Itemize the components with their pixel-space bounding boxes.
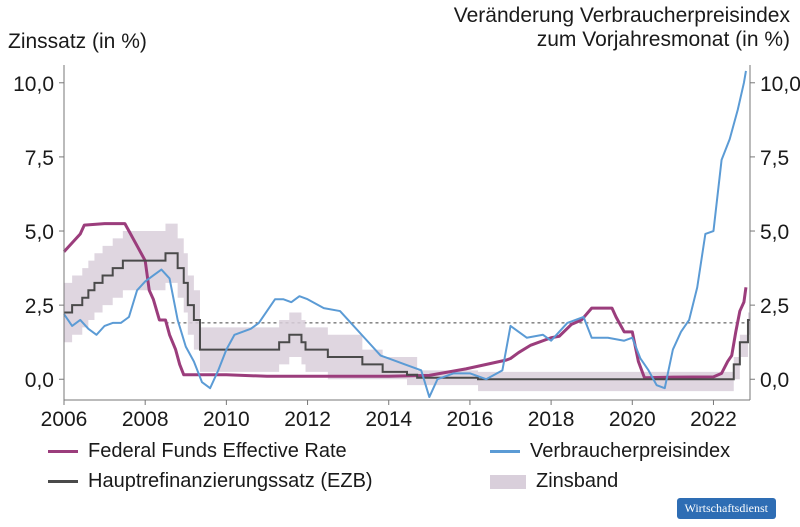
right-axis-title-line2: zum Vorjahresmonat (in %) — [536, 28, 790, 51]
y-tick-label-left: 2,5 — [25, 295, 54, 318]
x-tick-label: 2020 — [609, 408, 656, 431]
x-tick-label: 2022 — [690, 408, 737, 431]
brand-badge: Wirtschaftsdienst — [676, 498, 776, 519]
legend-label-vpi: Verbraucherpreisindex — [530, 440, 731, 462]
line-layer — [62, 70, 750, 399]
x-tick-label: 2012 — [284, 408, 331, 431]
right-axis-title-line1: Veränderung Verbraucherpreisindex — [453, 4, 790, 27]
legend-label-band: Zinsband — [536, 470, 619, 492]
legend-item-fed: Federal Funds Effective Rate — [48, 440, 347, 463]
legend-item-vpi: Verbraucherpreisindex — [490, 440, 730, 463]
axis-layer: 0,0 0,0 2,5 2,5 5,0 5,0 7,5 7,5 10,0 10,0 2006 2008… — [13, 65, 800, 431]
left-axis-title: Zinssatz (in %) — [8, 30, 147, 53]
legend-swatch-band — [490, 474, 526, 489]
y-tick-label-left: 7,5 — [25, 147, 54, 170]
legend-item-band: Zinsband — [490, 470, 618, 493]
y-tick-label-left: 0,0 — [25, 369, 54, 392]
series-hauptrefinanzierungssatz-ezb — [64, 252, 750, 381]
series-verbraucherpreisindex — [63, 70, 747, 399]
y-tick-label-right: 10,0 — [760, 73, 800, 96]
legend-swatch-ezb — [48, 480, 78, 483]
x-tick-label: 2010 — [203, 408, 250, 431]
right-axis-title: Veränderung Verbraucherpreisindex zum Vo… — [454, 4, 790, 52]
y-tick-label-right: 7,5 — [760, 147, 789, 170]
y-tick-label-right: 2,5 — [760, 295, 789, 318]
y-tick-label-right: 5,0 — [760, 221, 789, 244]
x-tick-label: 2014 — [365, 408, 412, 431]
x-tick-label: 2016 — [447, 408, 494, 431]
legend-swatch-fed — [48, 450, 78, 453]
x-tick-label: 2018 — [528, 408, 575, 431]
y-tick-label-left: 5,0 — [25, 221, 54, 244]
series-federal-funds-effective-rate — [62, 222, 748, 380]
legend-swatch-vpi — [490, 450, 520, 453]
legend-item-ezb: Hauptrefinanzierungssatz (EZB) — [48, 470, 373, 493]
y-tick-label-right: 0,0 — [760, 369, 789, 392]
x-tick-label: 2006 — [41, 408, 88, 431]
x-tick-label: 2008 — [122, 408, 169, 431]
legend-label-ezb: Hauptrefinanzierungssatz (EZB) — [88, 470, 373, 492]
y-tick-label-left: 10,0 — [13, 73, 54, 96]
legend-label-fed: Federal Funds Effective Rate — [88, 440, 347, 462]
